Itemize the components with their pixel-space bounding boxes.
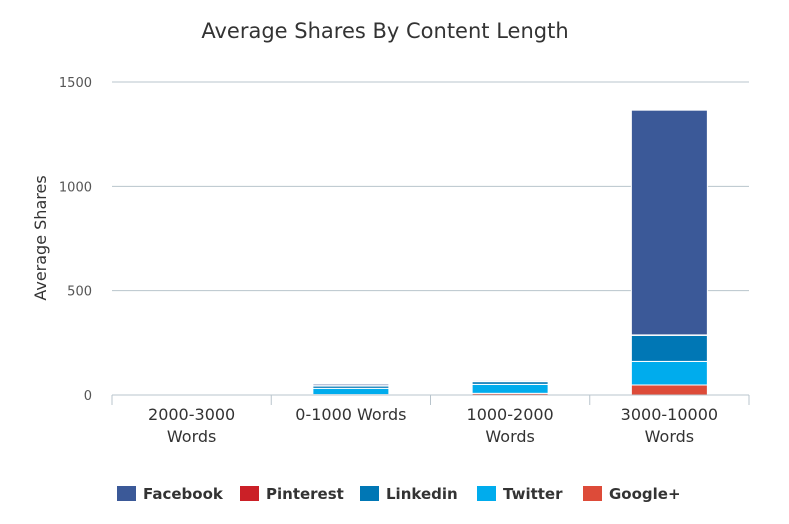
legend-label: Google+: [609, 485, 681, 503]
bar-segment-facebook[interactable]: [630, 109, 708, 336]
legend-item-pinterest[interactable]: Pinterest: [240, 485, 344, 503]
bar-segment-twitter[interactable]: [471, 383, 549, 394]
bar-segment-facebook[interactable]: [312, 383, 390, 387]
legend-swatch: [117, 486, 136, 501]
legend-item-facebook[interactable]: Facebook: [117, 485, 224, 503]
chart-title: Average Shares By Content Length: [201, 19, 568, 43]
legend-swatch: [240, 486, 259, 501]
y-axis-label: Average Shares: [31, 175, 50, 300]
bar-segment-google-[interactable]: [630, 384, 708, 396]
bar-segment-linkedin[interactable]: [630, 334, 708, 362]
x-tick-label: 3000-10000 Words: [621, 405, 718, 446]
legend-label: Twitter: [503, 485, 563, 503]
legend-item-linkedin[interactable]: Linkedin: [360, 485, 458, 503]
bar-segment-facebook[interactable]: [471, 379, 549, 382]
legend-swatch: [360, 486, 379, 501]
x-axis: 2000-3000 Words 0-1000 Words 1000-2000 Words…: [111, 394, 750, 446]
legend-swatch: [477, 486, 496, 501]
legend-label: Linkedin: [386, 485, 458, 503]
x-tick-label: 0-1000 Words: [295, 405, 406, 424]
legend-swatch: [583, 486, 602, 501]
legend-item-google-[interactable]: Google+: [583, 485, 681, 503]
y-tick-label: 500: [67, 285, 92, 300]
legend-label: Facebook: [143, 485, 224, 503]
legend-item-twitter[interactable]: Twitter: [477, 485, 563, 503]
bars: [312, 109, 708, 396]
x-tick-label: 1000-2000 Words: [467, 405, 554, 446]
y-tick-label: 1500: [59, 76, 92, 91]
legend: Facebook Pinterest Linkedin Twitter Google+: [117, 485, 681, 503]
y-tick-label: 0: [84, 389, 92, 404]
bar-segment-twitter[interactable]: [630, 360, 708, 386]
legend-label: Pinterest: [266, 485, 344, 503]
x-tick-label: 2000-3000 Words: [148, 405, 235, 446]
bar-segment-twitter[interactable]: [312, 387, 390, 396]
y-tick-label: 1000: [59, 180, 92, 195]
